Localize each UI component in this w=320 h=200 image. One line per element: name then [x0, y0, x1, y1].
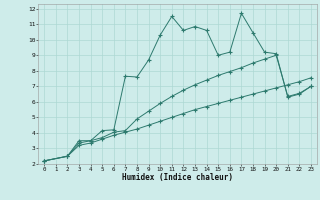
X-axis label: Humidex (Indice chaleur): Humidex (Indice chaleur) [122, 173, 233, 182]
